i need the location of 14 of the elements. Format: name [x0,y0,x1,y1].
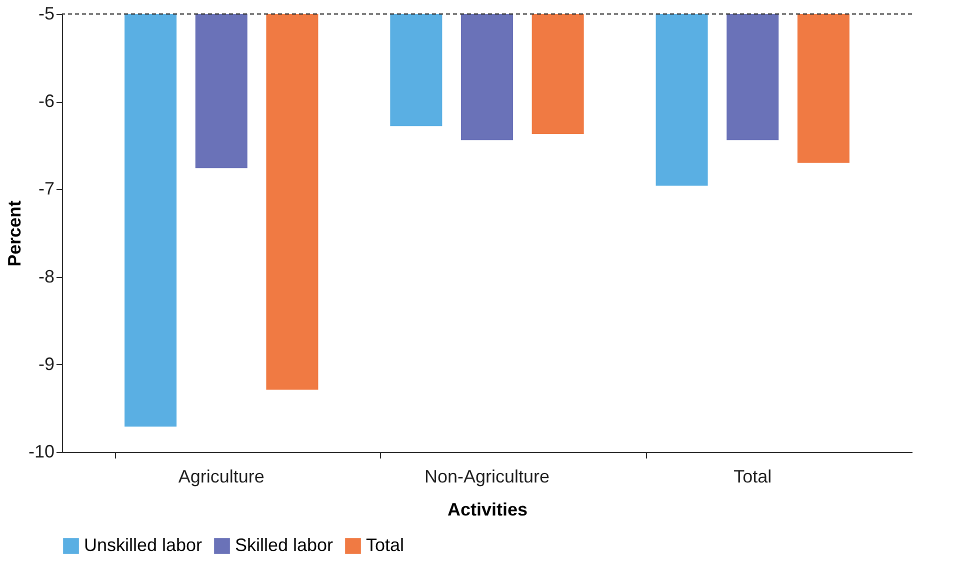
legend-label: Skilled labor [235,535,334,555]
legend-label: Unskilled labor [84,535,202,555]
x-tick-label: Total [734,466,772,486]
x-tick-label: Non-Agriculture [424,466,550,486]
x-tick-label: Agriculture [178,466,264,486]
y-tick-label: -10 [28,442,54,462]
legend-label: Total [366,535,404,555]
y-tick-label: -7 [38,178,54,199]
y-tick-label: -9 [38,354,54,374]
y-tick-label: -6 [38,91,54,112]
y-tick-label: -5 [38,4,54,24]
y-axis-title: Percent [4,200,24,267]
y-tick-label: -8 [38,266,54,286]
x-axis-title: Activities [447,500,528,520]
